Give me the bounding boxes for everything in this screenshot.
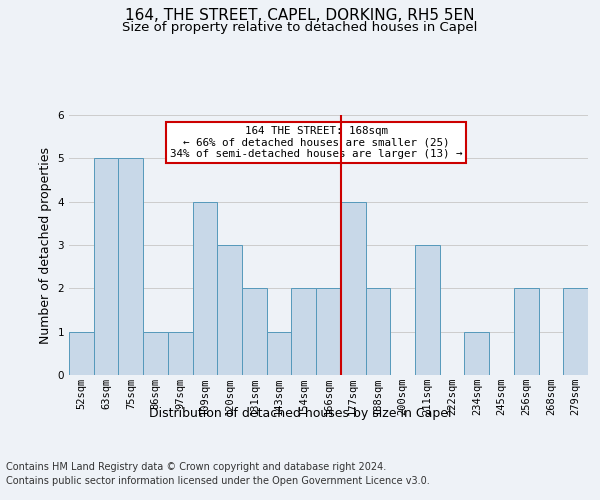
- Bar: [217, 245, 242, 375]
- Bar: [464, 332, 489, 375]
- Text: Size of property relative to detached houses in Capel: Size of property relative to detached ho…: [122, 21, 478, 34]
- Bar: [143, 332, 168, 375]
- Bar: [365, 288, 390, 375]
- Bar: [242, 288, 267, 375]
- Bar: [94, 158, 118, 375]
- Bar: [69, 332, 94, 375]
- Bar: [292, 288, 316, 375]
- Bar: [415, 245, 440, 375]
- Bar: [193, 202, 217, 375]
- Bar: [563, 288, 588, 375]
- Text: Distribution of detached houses by size in Capel: Distribution of detached houses by size …: [149, 408, 451, 420]
- Y-axis label: Number of detached properties: Number of detached properties: [39, 146, 52, 344]
- Bar: [267, 332, 292, 375]
- Bar: [341, 202, 365, 375]
- Bar: [316, 288, 341, 375]
- Bar: [168, 332, 193, 375]
- Text: 164 THE STREET: 168sqm
← 66% of detached houses are smaller (25)
34% of semi-det: 164 THE STREET: 168sqm ← 66% of detached…: [170, 126, 463, 159]
- Bar: [514, 288, 539, 375]
- Text: Contains HM Land Registry data © Crown copyright and database right 2024.: Contains HM Land Registry data © Crown c…: [6, 462, 386, 472]
- Text: Contains public sector information licensed under the Open Government Licence v3: Contains public sector information licen…: [6, 476, 430, 486]
- Bar: [118, 158, 143, 375]
- Text: 164, THE STREET, CAPEL, DORKING, RH5 5EN: 164, THE STREET, CAPEL, DORKING, RH5 5EN: [125, 8, 475, 22]
